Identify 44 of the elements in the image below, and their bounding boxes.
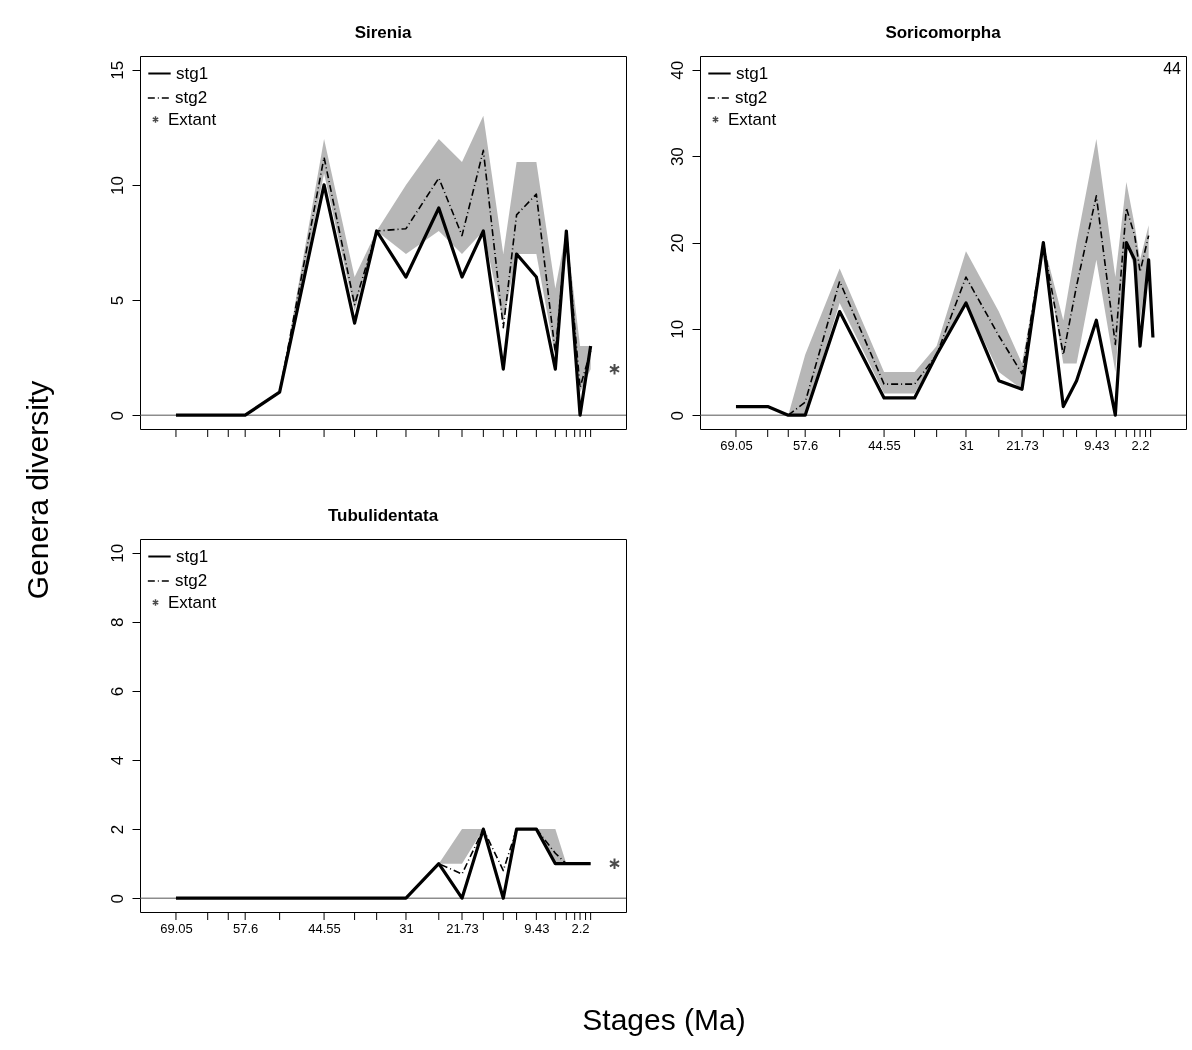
y-tick-label: 6	[107, 686, 127, 697]
y-tick-label: 10	[107, 543, 127, 563]
x-tick-label: 44.55	[308, 920, 341, 936]
legend-label: stg1	[736, 63, 769, 83]
legend-label: Extant	[728, 109, 777, 129]
x-tick-label: 21.73	[446, 920, 479, 936]
legend-label: stg2	[175, 88, 208, 107]
x-tick-label: 21.73	[1006, 437, 1039, 453]
y-tick-label: 40	[667, 60, 687, 80]
y-tick-label: 0	[107, 410, 127, 421]
y-tick-label: 10	[107, 175, 127, 195]
legend-label: stg2	[735, 88, 768, 107]
x-tick-label: 2.2	[1131, 437, 1150, 453]
chart-title: Soricomorpha	[885, 23, 1002, 42]
y-tick-label: 0	[667, 410, 687, 421]
y-tick-label: 5	[107, 295, 127, 306]
x-tick-label: 9.43	[1084, 437, 1110, 453]
x-tick-label: 44.55	[868, 437, 901, 453]
y-tick-label: 20	[667, 233, 687, 253]
y-axis-title: Genera diversity	[21, 380, 55, 600]
x-tick-label: 2.2	[571, 920, 590, 936]
x-tick-label: 31	[399, 920, 414, 936]
y-tick-label: 8	[107, 617, 127, 628]
chart-title: Tubulidentata	[327, 506, 439, 525]
annotation: 44	[1163, 60, 1182, 77]
y-tick-label: 2	[107, 824, 127, 835]
y-tick-label: 4	[107, 755, 127, 766]
chart-title: Sirenia	[354, 23, 412, 42]
legend-label: Extant	[168, 592, 217, 612]
x-tick-label: 69.05	[160, 920, 193, 936]
y-tick-label: 10	[667, 319, 687, 339]
x-tick-label: 31	[959, 437, 974, 453]
y-tick-label: 15	[107, 60, 127, 80]
legend-label: stg2	[175, 571, 208, 590]
x-axis-title: Stages (Ma)	[582, 1003, 746, 1037]
x-tick-label: 69.05	[720, 437, 753, 453]
x-tick-label: 9.43	[524, 920, 550, 936]
legend-label: Extant	[168, 109, 217, 129]
x-tick-label: 57.6	[793, 437, 819, 453]
legend-label: stg1	[176, 63, 209, 83]
y-tick-label: 0	[107, 893, 127, 904]
legend-label: stg1	[176, 546, 209, 566]
x-tick-label: 57.6	[233, 920, 259, 936]
y-tick-label: 30	[667, 147, 687, 167]
